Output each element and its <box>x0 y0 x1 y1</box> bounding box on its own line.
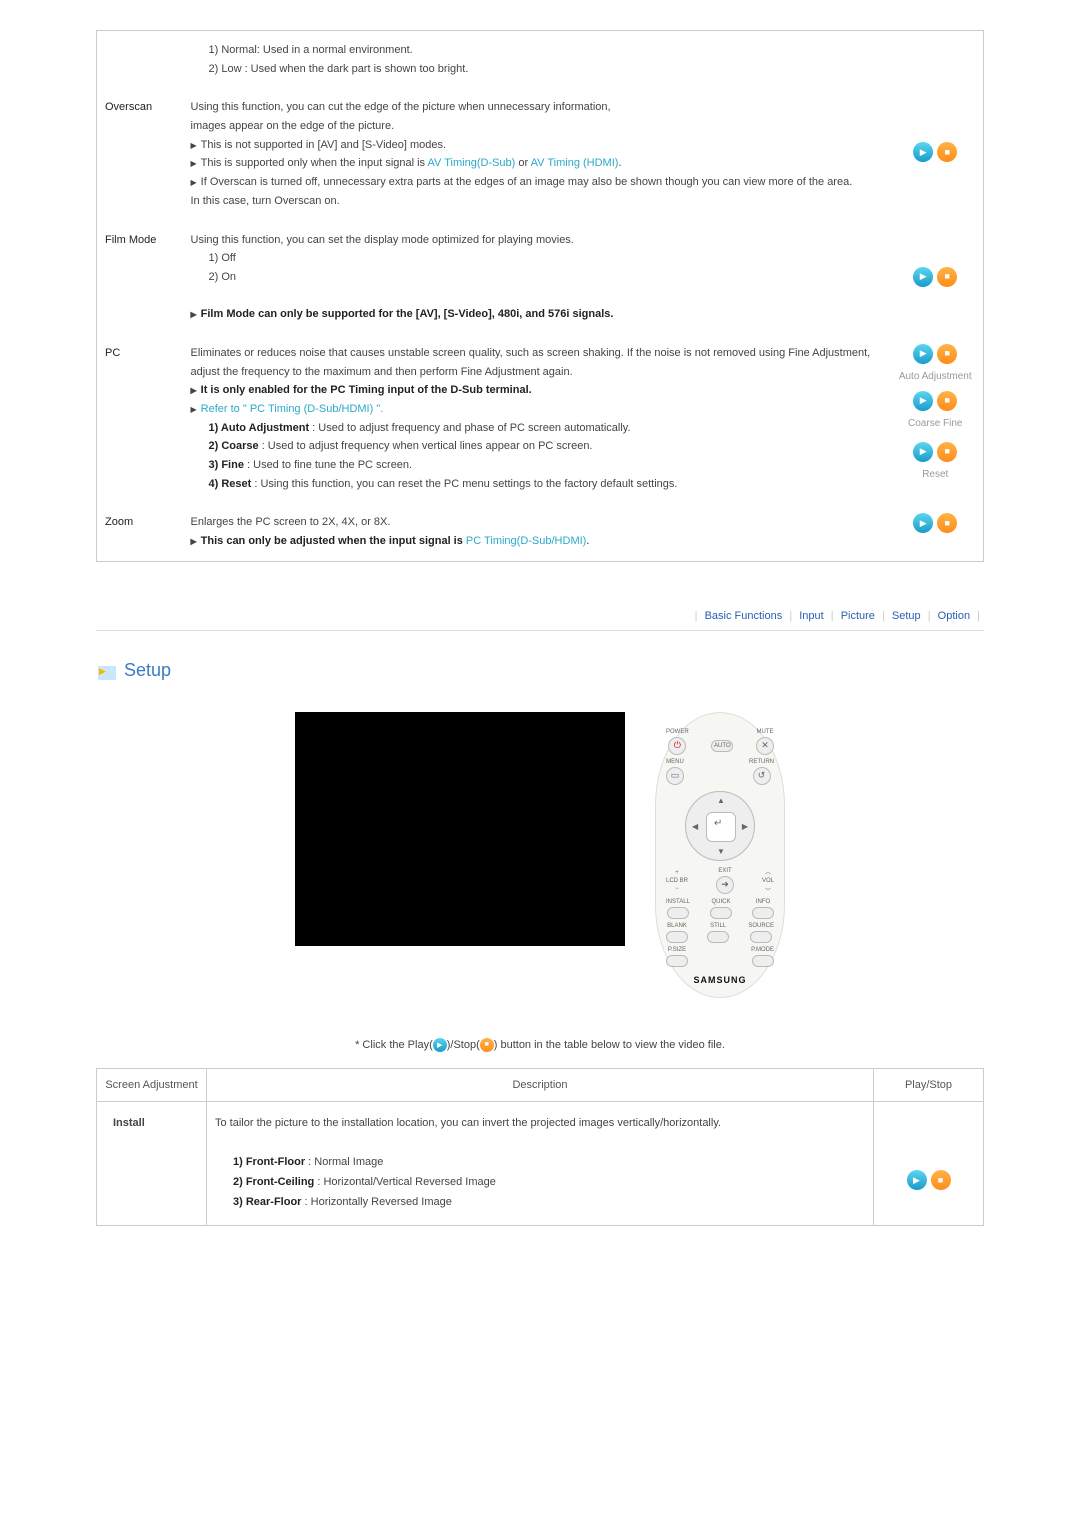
nav-input[interactable]: Input <box>799 610 823 622</box>
play-icon[interactable]: ▶ <box>907 1170 927 1190</box>
text: In this case, turn Overscan on. <box>191 195 340 207</box>
text: images appear on the edge of the picture… <box>191 120 395 132</box>
stop-icon[interactable]: ■ <box>937 442 957 462</box>
film-mode-desc: Using this function, you can set the dis… <box>183 221 888 334</box>
text: To tailor the picture to the installatio… <box>215 1117 721 1129</box>
zoom-label: Zoom <box>97 503 183 561</box>
text: 2) Low : Used when the dark part is show… <box>191 60 880 79</box>
down-icon: ▼ <box>717 847 725 856</box>
play-icon[interactable]: ▶ <box>913 513 933 533</box>
caption: Reset <box>896 466 976 483</box>
text: 2) Coarse : Used to adjust frequency whe… <box>191 437 880 456</box>
divider <box>96 630 984 632</box>
stop-icon[interactable]: ■ <box>937 391 957 411</box>
text: 1) Front-Floor : Normal Image <box>215 1153 865 1173</box>
video-placeholder[interactable] <box>295 712 625 946</box>
play-icon[interactable]: ▶ <box>913 344 933 364</box>
text: Enlarges the PC screen to 2X, 4X, or 8X. <box>191 516 391 528</box>
text: 3) Fine : Used to fine tune the PC scree… <box>191 456 880 475</box>
section-nav: | Basic Functions | Input | Picture | Se… <box>96 610 984 622</box>
section-header: Setup <box>96 660 984 682</box>
stop-icon[interactable]: ■ <box>937 142 957 162</box>
stop-icon[interactable]: ■ <box>937 344 957 364</box>
text: 2) On <box>191 268 880 287</box>
text: Refer to " PC Timing (D-Sub/HDMI) ". <box>191 403 384 415</box>
text: 3) Rear-Floor : Horizontally Reversed Im… <box>215 1193 865 1213</box>
film-mode-label: Film Mode <box>97 221 183 334</box>
setup-media: POWER⏻ .AUTO MUTE✕ MENU▭ RETURN↺ ▲ ▼ ◀ ▶… <box>96 712 984 998</box>
dpad: ▲ ▼ ◀ ▶ ↵ <box>685 791 755 861</box>
auto-btn: AUTO <box>711 740 733 752</box>
text: Eliminates or reduces noise that causes … <box>191 347 871 378</box>
col-screen: Screen Adjustment <box>97 1068 207 1101</box>
brand-label: SAMSUNG <box>666 975 774 985</box>
text: Using this function, you can set the dis… <box>191 234 574 246</box>
play-icon[interactable]: ▶ <box>913 442 933 462</box>
play-note: * Click the Play(▶)/Stop(■) button in th… <box>96 1038 984 1052</box>
install-label: Install <box>97 1101 207 1225</box>
setup-table: Screen Adjustment Description Play/Stop … <box>96 1068 984 1226</box>
text: This can only be adjusted when the input… <box>191 535 590 547</box>
stop-icon[interactable]: ■ <box>937 513 957 533</box>
zoom-desc: Enlarges the PC screen to 2X, 4X, or 8X.… <box>183 503 888 561</box>
nav-picture[interactable]: Picture <box>841 610 875 622</box>
exit-icon: ➜ <box>716 876 734 894</box>
play-icon[interactable]: ▶ <box>913 391 933 411</box>
text: 2) Front-Ceiling : Horizontal/Vertical R… <box>215 1173 865 1193</box>
row0-desc: 1) Normal: Used in a normal environment.… <box>183 31 888 89</box>
pc-desc: Eliminates or reduces noise that causes … <box>183 334 888 504</box>
stop-icon[interactable]: ■ <box>931 1170 951 1190</box>
nav-setup[interactable]: Setup <box>892 610 921 622</box>
caption: Auto Adjustment <box>896 368 976 385</box>
col-desc: Description <box>207 1068 874 1101</box>
nav-basic[interactable]: Basic Functions <box>705 610 783 622</box>
text: Film Mode can only be supported for the … <box>191 308 614 320</box>
overscan-desc: Using this function, you can cut the edg… <box>183 88 888 220</box>
text: 4) Reset : Using this function, you can … <box>191 475 880 494</box>
col-playstop: Play/Stop <box>874 1068 984 1101</box>
stop-icon[interactable]: ■ <box>937 267 957 287</box>
power-icon: ⏻ <box>668 737 686 755</box>
mute-icon: ✕ <box>756 737 774 755</box>
menu-icon: ▭ <box>666 767 684 785</box>
install-desc: To tailor the picture to the installatio… <box>207 1101 874 1225</box>
up-icon: ▲ <box>717 796 725 805</box>
text: 1) Off <box>191 249 880 268</box>
play-icon[interactable]: ▶ <box>913 142 933 162</box>
nav-option[interactable]: Option <box>938 610 970 622</box>
right-icon: ▶ <box>742 822 748 831</box>
setup-section-icon <box>96 660 118 682</box>
play-icon: ▶ <box>433 1038 447 1052</box>
stop-icon: ■ <box>480 1038 494 1052</box>
play-icon[interactable]: ▶ <box>913 267 933 287</box>
remote-image: POWER⏻ .AUTO MUTE✕ MENU▭ RETURN↺ ▲ ▼ ◀ ▶… <box>655 712 785 998</box>
section-title: Setup <box>124 660 171 681</box>
text: 1) Normal: Used in a normal environment. <box>191 41 880 60</box>
caption: Coarse Fine <box>896 415 976 432</box>
left-icon: ◀ <box>692 822 698 831</box>
text: If Overscan is turned off, unnecessary e… <box>191 176 853 188</box>
text: Using this function, you can cut the edg… <box>191 101 611 113</box>
text: This is supported only when the input si… <box>191 157 622 169</box>
enter-icon: ↵ <box>714 818 722 829</box>
overscan-label: Overscan <box>97 88 183 220</box>
text: It is only enabled for the PC Timing inp… <box>191 384 532 396</box>
options-table: 1) Normal: Used in a normal environment.… <box>96 30 984 562</box>
pc-label: PC <box>97 334 183 504</box>
return-icon: ↺ <box>753 767 771 785</box>
text: This is not supported in [AV] and [S-Vid… <box>191 139 447 151</box>
text: 1) Auto Adjustment : Used to adjust freq… <box>191 419 880 438</box>
